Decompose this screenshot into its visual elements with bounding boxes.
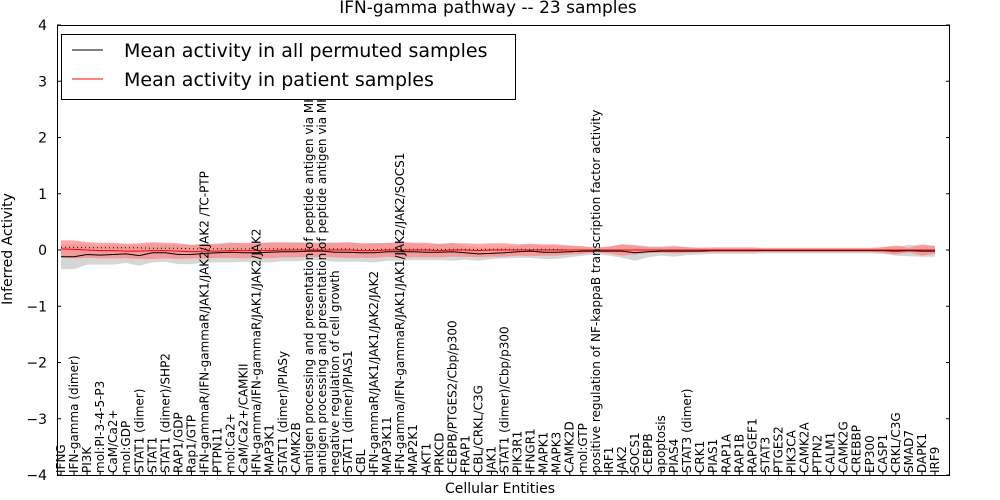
x-tick-label: SMAD7 [902,430,916,473]
x-tick-label: STAT3 [758,437,772,473]
x-tick-label: mol:GTP [576,423,590,473]
x-tick-label: RAP1A [719,433,733,473]
x-tick-label: IRF1 [602,447,616,473]
line-patient-mean [60,248,935,253]
x-tick-label: PI3K [80,446,94,473]
y-axis-label: Inferred Activity [0,193,16,305]
y-tick-label: 4 [38,18,47,34]
x-tick-label: CBL/CRKL/C3G [471,385,485,473]
x-tick-label: mol:GDP [119,421,133,473]
series-lines [60,246,935,258]
x-tick-label: RAP1/GDP [171,412,185,473]
x-tick-label: apoptosis [654,415,668,473]
x-tick-label: STAT1 (dimer)/Cbp/p300 [498,326,512,473]
y-tick-label: 3 [38,74,47,90]
x-tick-label: PIK3CA [785,429,799,473]
x-tick-label: FRAP1 [458,435,472,473]
x-tick-label: CBL [354,449,368,473]
x-tick-label: DAPK1 [915,433,929,473]
x-tick-label: PRKCD [432,433,446,473]
x-tick-label: STAT1 (dimer)/PIAS1 [341,350,355,473]
x-tick-label: CASP1 [876,434,890,473]
x-tick-label: antigen processing and presentation of p… [302,44,316,473]
x-tick-label: CRKL/C3G [889,412,903,473]
x-tick-label: MAP2K1 [406,424,420,473]
x-tick-label: PTPN2 [811,435,825,473]
y-tick-label: −3 [26,412,47,428]
x-tick-label: CAMK2G [837,421,851,473]
x-tick-label: CaM/Ca2+/CAMKII [237,364,251,473]
x-tick-label: IFN-gamma/IFN-gammaR/JAK1/JAK1/JAK2/JAK2… [393,153,407,473]
x-tick-label: Rap1/GTP [184,415,198,473]
chart-title: IFN-gamma pathway -- 23 samples [339,0,637,18]
x-tick-label: MAP3K1 [263,424,277,473]
x-tick-label: PIAS4 [667,439,681,473]
x-tick-label: mol:PI-3-4-5-P3 [93,381,107,473]
x-tick-label: STAT3 (dimer) [680,389,694,473]
x-tick-label: RAP1B [732,434,746,473]
x-tick-label: PTPN11 [211,427,225,473]
x-tick-label: positive regulation of NF-kappaB transcr… [589,110,603,473]
x-tick-label: negative regulation of cell growth [328,270,342,473]
x-tick-label: CEBPB [641,433,655,473]
legend: Mean activity in all permuted samples Me… [61,34,516,100]
x-tick-label: RAPGEF1 [745,418,759,473]
x-tick-label: AKT1 [419,443,433,473]
y-tick-label: 2 [38,131,47,147]
x-tick-label: CRK1 [693,441,707,473]
x-tick-label: JAK1 [485,446,499,474]
x-tick-label: CALM1 [824,432,838,473]
x-axis-entity-labels: IFNG IFN-gamma (dimer) PI3K mol:PI-3-4-5-P3… [54,41,942,475]
x-tick-label: CAMK2D [563,421,577,473]
x-axis-label: Cellular Entities [445,481,555,497]
x-tick-label: PIAS1 [706,439,720,473]
y-tick-label: −2 [26,356,47,372]
y-axis-ticks: −4 −3 −2 −1 0 1 2 3 4 [26,18,950,484]
y-tick-label: 1 [38,187,47,203]
x-tick-label: MAPK3 [550,432,564,473]
y-tick-label: −1 [26,299,47,315]
legend-label-patient: Mean activity in patient samples [124,69,434,91]
x-tick-label: IFN-gammaR/IFN-gammaR/JAK1/JAK2/JAK2 /TC… [198,171,212,473]
x-tick-label: SOCS1 [628,432,642,473]
x-tick-label: IFN-gammaR/JAK1/JAK1/JAK2/JAK2 [367,271,381,473]
y-tick-label: 0 [38,243,47,259]
x-tick-label: STAT1 (dimer)/SHP2 [158,353,172,473]
legend-box [61,34,516,100]
x-tick-label: IFNG [54,444,68,473]
y-tick-label: −4 [26,468,47,484]
x-tick-label: IFNGR1 [524,428,538,473]
x-tick-label: IFN-gamma/IFN-gammaR/JAK1/JAK2/JAK2 [250,228,264,473]
x-tick-label: STAT1 (dimer)/PIASy [276,351,290,473]
legend-label-permuted: Mean activity in all permuted samples [124,40,487,62]
x-tick-label: CAMK2B [289,422,303,473]
x-tick-label: mol:Ca2+ [224,413,238,473]
x-tick-label: EP300 [863,435,877,473]
x-tick-label: MAPK1 [537,432,551,473]
x-tick-label: antigen processing and presentation of p… [315,41,329,473]
x-tick-label: PIK3R1 [511,431,525,473]
x-tick-label: STAT1 (dimer) [132,389,146,473]
x-tick-label: STAT1 [145,437,159,473]
x-tick-label: MAP3K11 [380,416,394,473]
x-tick-label: JAK2 [615,446,629,474]
x-tick-label: CEBPB/PTGES2/Cbp/p300 [445,320,459,473]
x-tick-label: IFN-gamma (dimer) [67,355,81,473]
plot-frame [57,25,950,476]
x-tick-label: CAMK2A [798,422,812,473]
x-tick-label: CaM/Ca2+ [106,409,120,473]
x-tick-label: PTGES2 [772,426,786,473]
x-tick-label: CREBBP [850,425,864,473]
line-permuted-mean [61,250,935,258]
x-tick-label: IRF9 [928,447,942,473]
